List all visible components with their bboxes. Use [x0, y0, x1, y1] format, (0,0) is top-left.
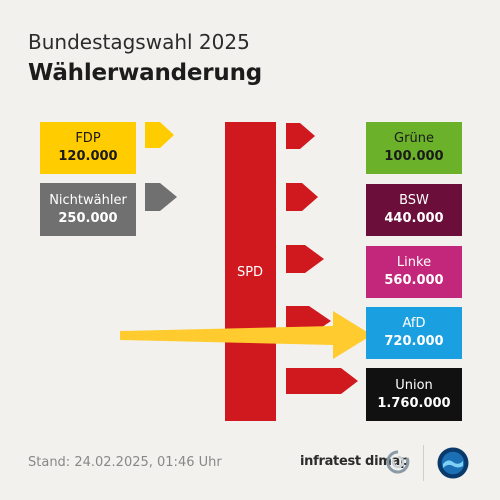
chart-subtitle: Bundestagswahl 2025 — [28, 30, 250, 54]
source-box-nichtwaehler: Nichtwähler 250.000 — [40, 183, 136, 236]
source-box-fdp: FDP 120.000 — [40, 122, 136, 174]
union-outflow-arrow — [286, 368, 358, 394]
pollster-label: infratest dimap — [300, 454, 409, 469]
target-box-linke: Linke 560.000 — [366, 246, 462, 298]
target-value: 560.000 — [384, 273, 444, 288]
infratest-logo-icon — [386, 450, 410, 474]
target-box-afd: AfD 720.000 — [366, 307, 462, 359]
tagesschau-logo-icon — [437, 447, 469, 479]
chart-title: Wählerwanderung — [28, 60, 263, 86]
linke-outflow-arrow — [286, 245, 324, 273]
target-value: 1.760.000 — [377, 395, 451, 411]
fdp-inflow-arrow — [145, 122, 174, 148]
target-name: BSW — [399, 193, 429, 209]
target-name: Union — [395, 377, 433, 393]
target-value: 440.000 — [384, 211, 444, 226]
target-name: AfD — [402, 316, 426, 332]
gruene-outflow-arrow — [286, 123, 315, 149]
bsw-outflow-arrow — [286, 183, 318, 211]
source-name: Nichtwähler — [49, 192, 127, 208]
target-value: 720.000 — [384, 334, 444, 349]
target-box-bsw: BSW 440.000 — [366, 184, 462, 236]
afd-highlight-arrow — [120, 311, 372, 359]
target-name: Linke — [396, 255, 432, 271]
nichtwaehler-inflow-arrow — [145, 183, 177, 211]
target-box-union: Union 1.760.000 — [366, 368, 462, 421]
source-value: 250.000 — [58, 210, 118, 226]
target-name: Grüne — [394, 131, 434, 147]
source-name: FDP — [75, 131, 101, 147]
footer-divider — [423, 445, 424, 481]
spd-column — [225, 122, 276, 421]
timestamp-note: Stand: 24.02.2025, 01:46 Uhr — [28, 455, 222, 470]
spd-label: SPD — [237, 265, 263, 280]
target-value: 100.000 — [384, 149, 444, 164]
source-value: 120.000 — [58, 149, 118, 164]
target-box-gruene: Grüne 100.000 — [366, 122, 462, 174]
